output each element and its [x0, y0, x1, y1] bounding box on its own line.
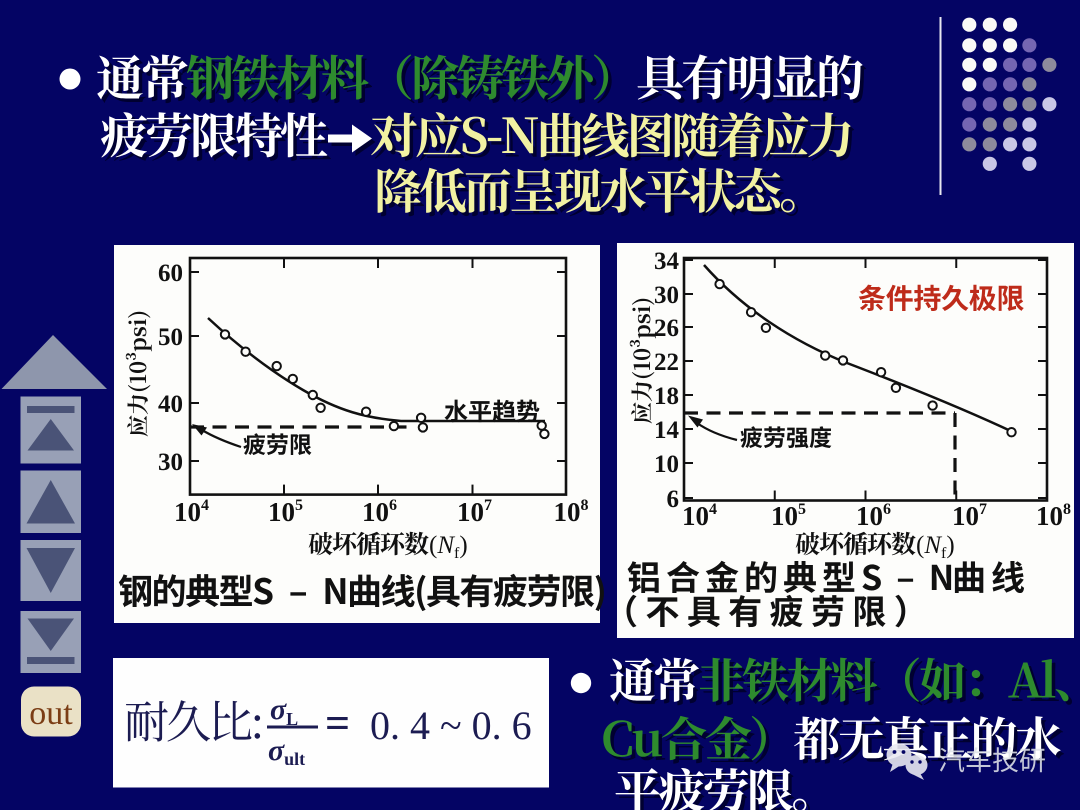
svg-text:105: 105 — [771, 501, 806, 531]
svg-text:30: 30 — [158, 449, 183, 476]
svg-text:108: 108 — [554, 497, 589, 527]
svg-text:6: 6 — [667, 486, 680, 513]
svg-text:18: 18 — [654, 383, 679, 410]
svg-text:40: 40 — [158, 391, 183, 418]
svg-text:104: 104 — [174, 497, 209, 527]
svg-text:60: 60 — [158, 260, 183, 287]
svg-text:50: 50 — [158, 324, 183, 351]
svg-text:107: 107 — [952, 501, 987, 531]
svg-text:34: 34 — [654, 248, 680, 275]
svg-text:104: 104 — [682, 501, 717, 531]
svg-text:22: 22 — [654, 349, 679, 376]
svg-text:105: 105 — [268, 497, 303, 527]
svg-text:30: 30 — [654, 282, 679, 309]
svg-text:106: 106 — [856, 501, 891, 531]
svg-text:14: 14 — [654, 417, 680, 444]
svg-text:107: 107 — [457, 497, 492, 527]
svg-text:out: out — [29, 695, 73, 732]
svg-text:=: = — [325, 699, 350, 748]
svg-text:10: 10 — [654, 451, 679, 478]
svg-text:(Nf): (Nf) — [916, 532, 955, 562]
svg-text:26: 26 — [654, 315, 679, 342]
svg-text:106: 106 — [362, 497, 397, 527]
svg-text:(Nf): (Nf) — [429, 532, 468, 562]
svg-text:0. 4 ~ 0. 6: 0. 4 ~ 0. 6 — [370, 703, 532, 748]
svg-text:108: 108 — [1036, 501, 1071, 531]
